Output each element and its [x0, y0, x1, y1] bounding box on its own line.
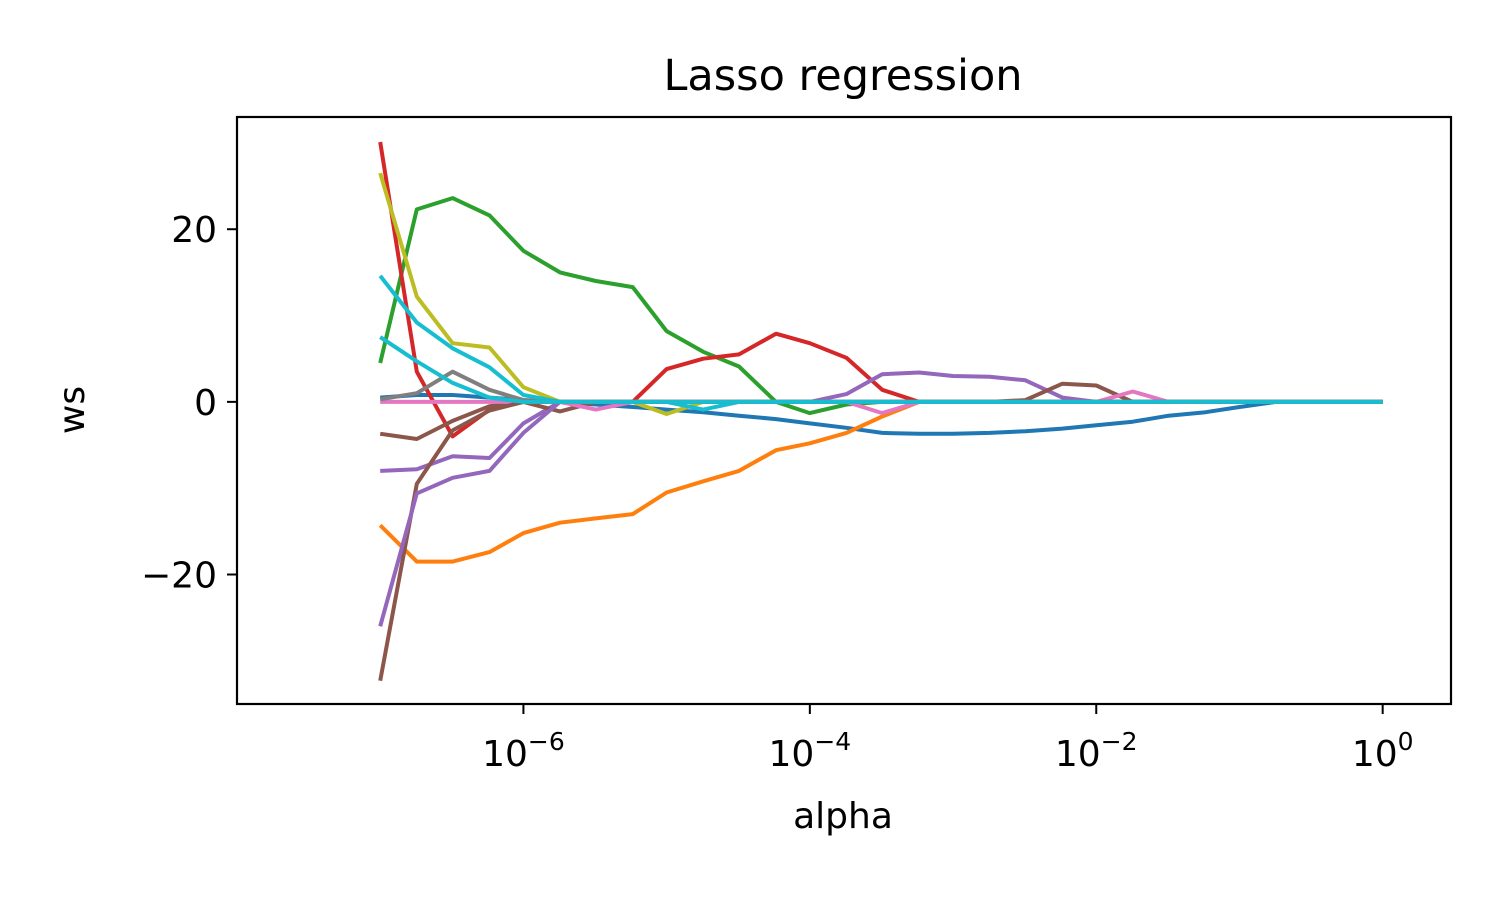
y-tick-label: −20	[141, 556, 217, 597]
y-axis-ticks: 20 0 −20	[141, 210, 237, 597]
y-tick-label: 20	[171, 210, 217, 251]
series-layer	[378, 141, 1383, 682]
x-tick-label-exponent: −4	[814, 727, 851, 756]
x-tick-label: 100	[1352, 727, 1414, 775]
plot-frame	[235, 115, 1453, 706]
x-tick-label: 10−6	[482, 727, 565, 775]
x-tick-label-exponent: −2	[1101, 727, 1138, 756]
y-axis-label: ws	[52, 386, 93, 434]
x-tick-label-exponent: −6	[528, 727, 565, 756]
x-tick-label-base: 10	[1055, 734, 1101, 775]
x-tick-label-base: 10	[1352, 734, 1398, 775]
x-tick-label-exponent: 0	[1398, 727, 1414, 756]
chart-title: Lasso regression	[663, 51, 1022, 101]
series-line-3	[378, 196, 1383, 416]
series-line-9	[378, 172, 1383, 416]
x-axis-label: alpha	[793, 796, 893, 837]
x-tick-label: 10−2	[1055, 727, 1138, 775]
x-tick-label-base: 10	[482, 734, 528, 775]
series-line-11	[378, 399, 1383, 682]
x-axis-ticks: 10−6 10−4 10−2 100	[482, 704, 1414, 775]
series-line-4	[378, 141, 1383, 439]
series-line-12	[378, 399, 1383, 627]
y-tick-label: 0	[194, 383, 217, 424]
series-line-13	[379, 335, 1383, 404]
x-tick-label-base: 10	[769, 734, 815, 775]
x-tick-label: 10−4	[769, 727, 852, 775]
